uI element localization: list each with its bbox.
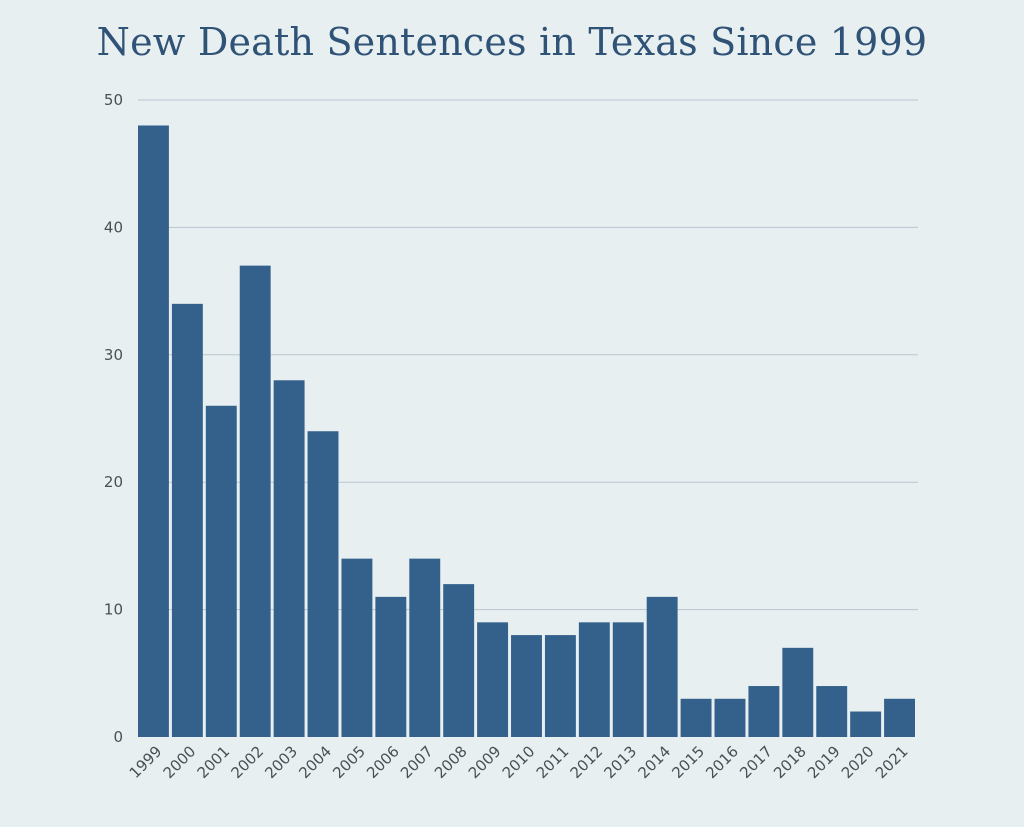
bar-2004 bbox=[307, 431, 339, 737]
bar-2016 bbox=[714, 698, 746, 737]
bar-2017 bbox=[748, 686, 780, 737]
bar-2008 bbox=[443, 584, 475, 737]
x-tick-label: 2021 bbox=[872, 742, 912, 782]
x-tick-label: 2007 bbox=[397, 742, 437, 782]
bar-1999 bbox=[138, 125, 169, 738]
y-axis-ticks: 0 10 20 30 40 50 bbox=[104, 91, 123, 746]
x-tick-label: 2003 bbox=[261, 742, 301, 782]
bar-2007 bbox=[409, 558, 441, 737]
bar-2001 bbox=[205, 405, 237, 737]
bar-2002 bbox=[239, 265, 271, 737]
x-tick-label: 2008 bbox=[431, 742, 471, 782]
bar-2013 bbox=[612, 622, 644, 737]
x-tick-label: 1999 bbox=[126, 742, 166, 782]
y-tick-label: 50 bbox=[104, 91, 123, 109]
x-tick-label: 2006 bbox=[363, 742, 403, 782]
x-tick-label: 2002 bbox=[227, 742, 267, 782]
x-tick-label: 2001 bbox=[194, 742, 234, 782]
x-tick-label: 2018 bbox=[770, 742, 810, 782]
x-tick-label: 2017 bbox=[736, 742, 776, 782]
bar-2003 bbox=[273, 380, 305, 737]
y-tick-label: 20 bbox=[104, 473, 123, 491]
bars bbox=[138, 125, 915, 738]
bar-2018 bbox=[782, 647, 814, 737]
bar-2010 bbox=[511, 635, 542, 737]
bar-2009 bbox=[477, 622, 509, 737]
bar-2020 bbox=[850, 711, 882, 737]
bar-2006 bbox=[375, 596, 407, 737]
bar-2012 bbox=[578, 622, 610, 737]
bar-2011 bbox=[544, 635, 576, 737]
y-tick-label: 0 bbox=[113, 728, 123, 746]
bar-2000 bbox=[171, 303, 203, 737]
y-tick-label: 30 bbox=[104, 346, 123, 364]
chart-title: New Death Sentences in Texas Since 1999 bbox=[96, 20, 928, 64]
bar-2014 bbox=[646, 596, 678, 737]
x-tick-label: 2009 bbox=[465, 742, 505, 782]
x-tick-label: 2015 bbox=[668, 742, 708, 782]
bar-2015 bbox=[680, 698, 712, 737]
x-tick-label: 2012 bbox=[567, 742, 607, 782]
y-tick-label: 10 bbox=[104, 601, 123, 619]
x-tick-label: 2005 bbox=[329, 742, 369, 782]
x-tick-label: 2019 bbox=[804, 742, 844, 782]
y-tick-label: 40 bbox=[104, 218, 123, 236]
x-tick-label: 2020 bbox=[838, 742, 878, 782]
bar-2021 bbox=[884, 698, 915, 737]
x-tick-label: 2011 bbox=[533, 742, 573, 782]
bar-2005 bbox=[341, 558, 373, 737]
bar-2019 bbox=[816, 686, 848, 737]
x-tick-label: 2010 bbox=[499, 742, 539, 782]
x-tick-label: 2013 bbox=[601, 742, 641, 782]
x-tick-label: 2004 bbox=[295, 742, 335, 782]
x-tick-label: 2016 bbox=[702, 742, 742, 782]
x-tick-label: 2014 bbox=[634, 742, 674, 782]
x-tick-label: 2000 bbox=[160, 742, 200, 782]
x-axis-ticks: 1999200020012002200320042005200620072008… bbox=[126, 742, 912, 782]
